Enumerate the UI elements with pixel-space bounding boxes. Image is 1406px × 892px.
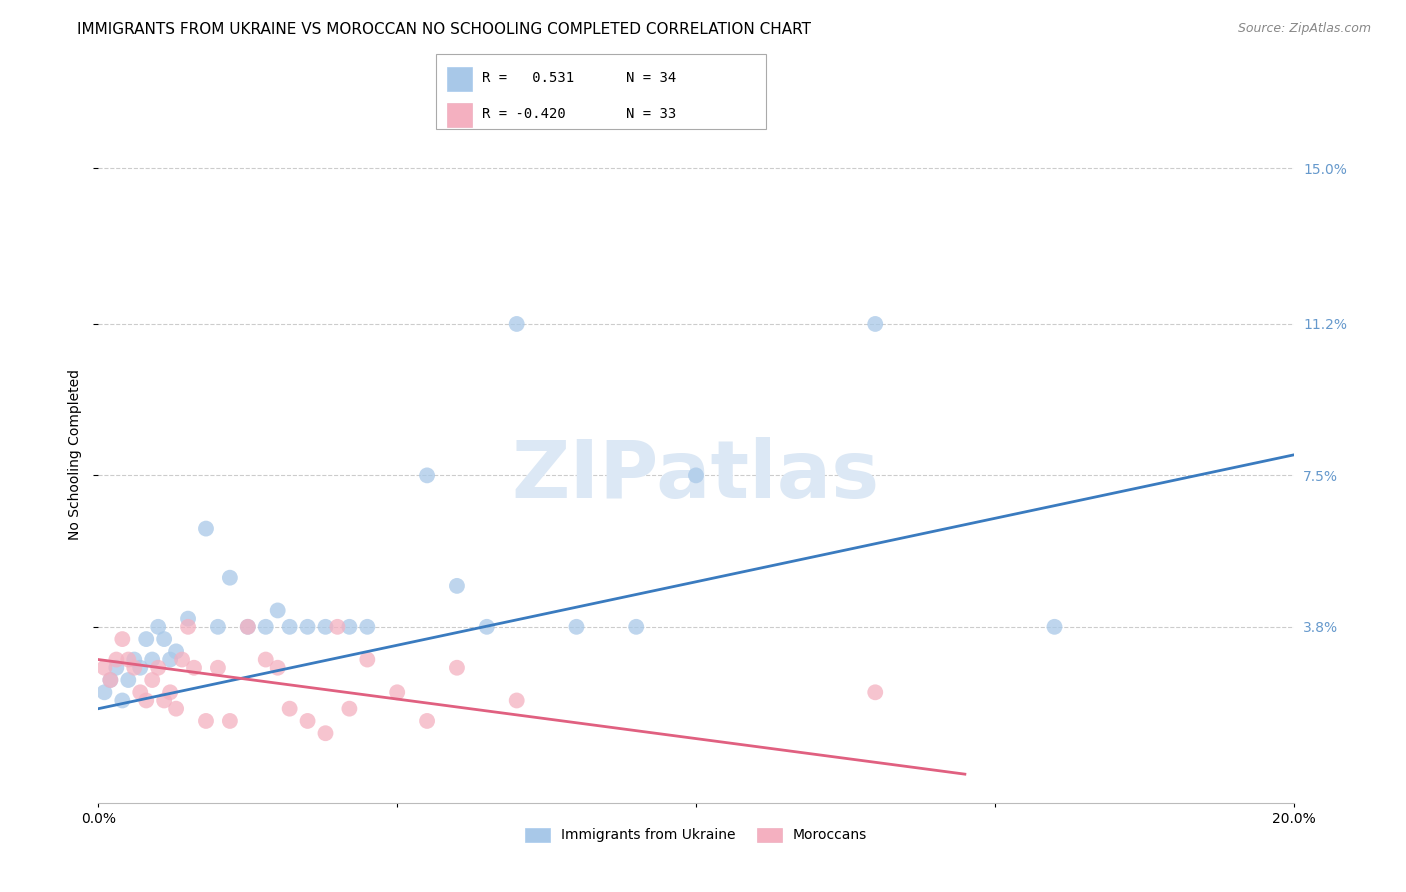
Point bbox=[111, 632, 134, 646]
Point bbox=[148, 620, 170, 634]
Point bbox=[153, 632, 176, 646]
Point bbox=[236, 620, 259, 634]
Point bbox=[356, 620, 378, 634]
Point bbox=[117, 673, 139, 687]
Point bbox=[339, 620, 361, 634]
Point bbox=[315, 620, 337, 634]
Point bbox=[135, 632, 157, 646]
Point bbox=[446, 661, 468, 675]
Point bbox=[195, 714, 218, 728]
Point bbox=[446, 579, 468, 593]
Point bbox=[356, 652, 378, 666]
Text: R = -0.420: R = -0.420 bbox=[482, 106, 567, 120]
Point bbox=[105, 652, 128, 666]
Point bbox=[165, 701, 187, 715]
Point bbox=[159, 685, 181, 699]
Point bbox=[177, 620, 200, 634]
Point bbox=[254, 620, 277, 634]
Legend: Immigrants from Ukraine, Moroccans: Immigrants from Ukraine, Moroccans bbox=[519, 822, 873, 848]
Point bbox=[416, 468, 439, 483]
Point bbox=[254, 652, 277, 666]
Point bbox=[98, 673, 122, 687]
Point bbox=[129, 661, 152, 675]
Text: N = 33: N = 33 bbox=[626, 106, 676, 120]
Point bbox=[506, 317, 529, 331]
Point bbox=[124, 661, 146, 675]
Point bbox=[207, 620, 229, 634]
Point bbox=[385, 685, 409, 699]
Point bbox=[865, 317, 887, 331]
Point bbox=[141, 652, 163, 666]
Point bbox=[267, 603, 290, 617]
Point bbox=[685, 468, 707, 483]
Point bbox=[1043, 620, 1066, 634]
Point bbox=[183, 661, 205, 675]
Point bbox=[111, 693, 134, 707]
Point bbox=[297, 620, 319, 634]
Point bbox=[159, 652, 181, 666]
Point bbox=[297, 714, 319, 728]
Point bbox=[278, 701, 301, 715]
Point bbox=[219, 714, 242, 728]
Point bbox=[236, 620, 259, 634]
Point bbox=[135, 693, 157, 707]
Point bbox=[105, 661, 128, 675]
Point bbox=[98, 673, 122, 687]
Point bbox=[326, 620, 349, 634]
Point bbox=[124, 652, 146, 666]
Point bbox=[219, 571, 242, 585]
Point bbox=[416, 714, 439, 728]
Point bbox=[117, 652, 139, 666]
Point bbox=[865, 685, 887, 699]
Point bbox=[339, 701, 361, 715]
Point bbox=[278, 620, 301, 634]
Point bbox=[315, 726, 337, 740]
Point bbox=[148, 661, 170, 675]
Point bbox=[177, 612, 200, 626]
Point bbox=[129, 685, 152, 699]
Point bbox=[172, 652, 194, 666]
Text: R =   0.531: R = 0.531 bbox=[482, 70, 575, 85]
Y-axis label: No Schooling Completed: No Schooling Completed bbox=[67, 369, 82, 541]
Text: N = 34: N = 34 bbox=[626, 70, 676, 85]
Point bbox=[267, 661, 290, 675]
Point bbox=[207, 661, 229, 675]
Text: Source: ZipAtlas.com: Source: ZipAtlas.com bbox=[1237, 22, 1371, 36]
Point bbox=[626, 620, 648, 634]
Point bbox=[565, 620, 588, 634]
Point bbox=[475, 620, 498, 634]
Point bbox=[195, 522, 218, 536]
Text: ZIPatlas: ZIPatlas bbox=[512, 437, 880, 515]
Point bbox=[141, 673, 163, 687]
Text: IMMIGRANTS FROM UKRAINE VS MOROCCAN NO SCHOOLING COMPLETED CORRELATION CHART: IMMIGRANTS FROM UKRAINE VS MOROCCAN NO S… bbox=[77, 22, 811, 37]
Point bbox=[153, 693, 176, 707]
Point bbox=[506, 693, 529, 707]
Point bbox=[165, 644, 187, 658]
Point bbox=[93, 685, 115, 699]
Point bbox=[93, 661, 115, 675]
